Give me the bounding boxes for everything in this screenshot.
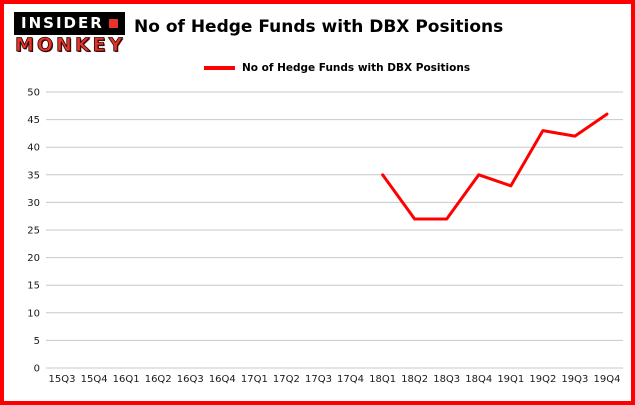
x-tick-label: 18Q2 [401, 374, 428, 385]
line-chart: 0 5 10 15 20 25 30 35 40 45 50 15Q3 15Q4 16Q1 16Q2 16Q3… [27, 88, 623, 385]
x-tick-label: 17Q2 [273, 374, 300, 385]
x-tick-label: 17Q4 [337, 374, 364, 385]
y-tick-label: 25 [27, 226, 40, 237]
logo-insider-box: INSIDER [14, 12, 125, 35]
x-tick-label: 19Q3 [561, 374, 588, 385]
insider-monkey-logo: INSIDER MONKEY [14, 12, 125, 55]
y-tick-label: 35 [27, 170, 40, 181]
x-tick-label: 19Q4 [593, 374, 620, 385]
y-tick-label: 0 [34, 364, 40, 375]
x-tick-label: 18Q4 [465, 374, 492, 385]
logo-monkey-text: MONKEY [15, 34, 126, 56]
y-tick-label: 5 [34, 336, 40, 347]
y-tick-label: 40 [27, 143, 40, 154]
legend-label: No of Hedge Funds with DBX Positions [242, 62, 471, 74]
series-line [381, 112, 609, 221]
x-tick-label: 16Q4 [209, 374, 236, 385]
x-tick-label: 15Q4 [81, 374, 108, 385]
y-tick-label: 45 [27, 115, 40, 126]
x-tick-label: 16Q2 [145, 374, 172, 385]
legend-swatch [204, 66, 235, 70]
logo-red-square-icon [108, 19, 118, 28]
x-tick-label: 19Q2 [529, 374, 556, 385]
x-tick-label: 18Q3 [433, 374, 460, 385]
x-tick-label: 15Q3 [49, 374, 76, 385]
page-title: No of Hedge Funds with DBX Positions [134, 17, 504, 37]
x-tick-label: 16Q1 [113, 374, 140, 385]
x-tick-label: 18Q1 [369, 374, 396, 385]
logo-insider-text: INSIDER [21, 14, 104, 32]
y-tick-label: 20 [27, 253, 40, 264]
y-tick-label: 30 [27, 198, 40, 209]
x-tick-label: 16Q3 [177, 374, 204, 385]
y-tick-label: 15 [27, 281, 40, 292]
y-tick-label: 50 [27, 88, 40, 99]
x-tick-label: 17Q1 [241, 374, 268, 385]
x-tick-label: 17Q3 [305, 374, 332, 385]
legend: No of Hedge Funds with DBX Positions [204, 61, 470, 75]
y-tick-label: 10 [27, 308, 40, 319]
x-tick-label: 19Q1 [497, 374, 524, 385]
